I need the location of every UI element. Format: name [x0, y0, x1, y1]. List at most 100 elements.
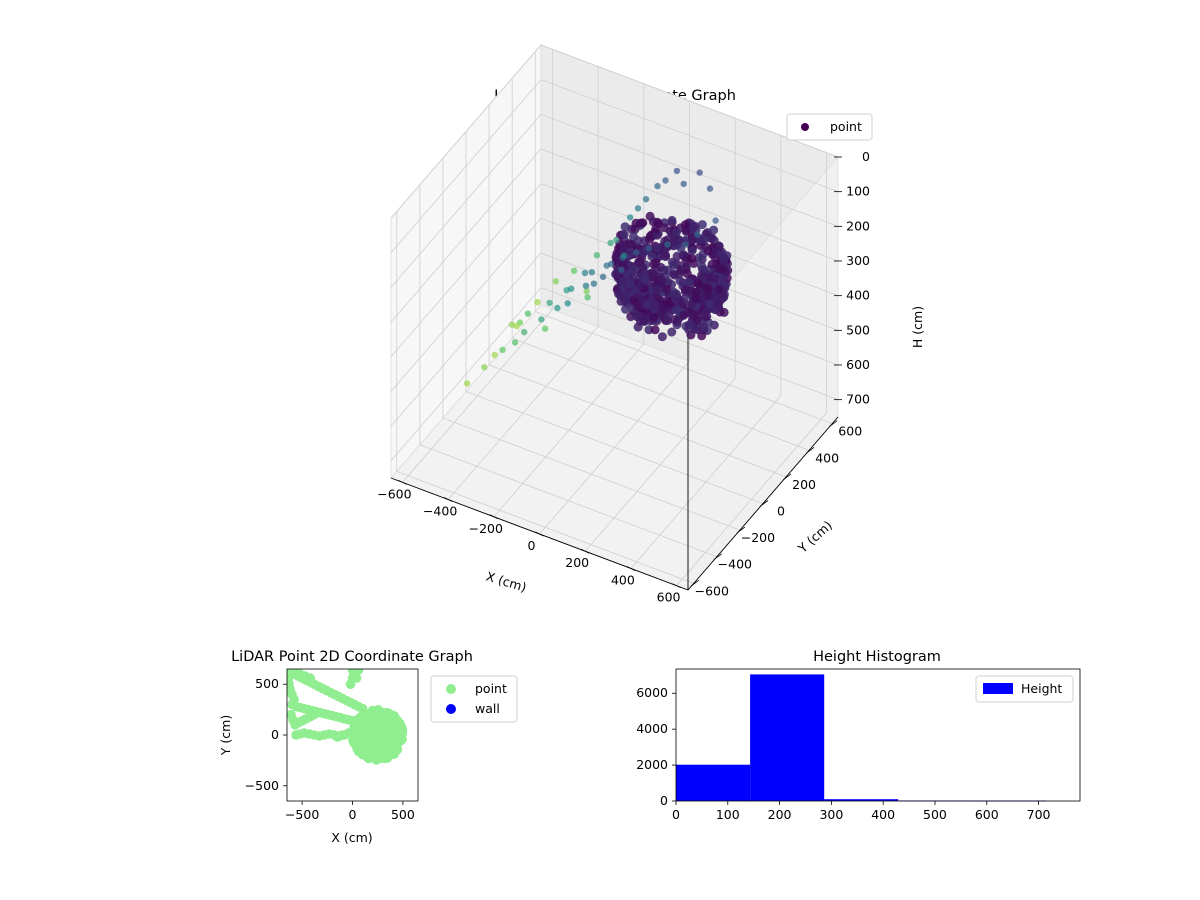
point-2d: [289, 694, 299, 705]
chart-2d: LiDAR Point 2D Coordinate Graph −500 0 500…: [218, 649, 518, 845]
axis-y-tick-label: 0: [777, 504, 785, 519]
point-3d: [662, 177, 669, 184]
histogram-xtick-label: 700: [1027, 807, 1051, 822]
point-3d: [613, 236, 620, 244]
chart-2d-ylabel: Y (cm): [218, 715, 233, 756]
grid-y-floor: [512, 337, 810, 451]
axis-y-tick: [828, 420, 838, 427]
point-3d: [670, 315, 680, 325]
point-2d: [374, 729, 385, 740]
point-3d: [616, 296, 626, 306]
point-2d: [390, 745, 401, 755]
point-3d: [689, 222, 698, 232]
point-3d: [719, 253, 728, 263]
chart-histogram-legend-box: [975, 675, 1074, 703]
chart-3d-legend: point: [786, 113, 873, 141]
point-3d: [588, 269, 595, 276]
chart-2d-xlabel: X (cm): [331, 830, 372, 845]
point-3d: [599, 273, 607, 280]
point-3d: [669, 260, 679, 270]
grid-y-floor: [535, 311, 833, 425]
point-3d: [664, 241, 671, 248]
point-3d: [661, 250, 670, 260]
point-2d: [368, 707, 379, 717]
point-2d: [391, 719, 402, 729]
chart-histogram-ticks: 0 100 200 300 400 500 600 700 0 2000 4000 6000: [636, 685, 1050, 822]
point-3d: [650, 325, 660, 335]
axis-y-tick-label: −600: [695, 583, 729, 598]
point-3d: [717, 264, 727, 274]
grid-z-left: [390, 148, 542, 323]
point-3d: [714, 241, 724, 251]
point-3d: [618, 266, 625, 273]
point-3d: [662, 284, 672, 294]
point-2d: [351, 673, 362, 683]
point-3d: [635, 257, 645, 266]
axis-x-tick: [489, 514, 498, 520]
point-3d: [703, 246, 713, 256]
point-3d: [682, 241, 689, 248]
point-2d: [309, 709, 320, 720]
axis-z-tick-label: 500: [846, 322, 870, 337]
axis-y-tick-label: −200: [741, 530, 775, 545]
point-3d: [675, 276, 685, 286]
point-3d: [568, 285, 575, 292]
point-3d: [570, 267, 578, 274]
axis-x-tick-label: 0: [528, 538, 536, 553]
chart-3d-zlabel: H (cm): [910, 306, 925, 348]
point-3d: [651, 224, 661, 234]
point-3d: [684, 277, 694, 287]
histogram-bar: [750, 674, 825, 801]
chart-histogram-legend-label: Height: [1021, 681, 1062, 696]
axis-x-tick-label: −400: [423, 504, 457, 519]
grid-y-floor: [488, 364, 787, 478]
point-3d: [691, 293, 701, 303]
grid-z-left: [390, 218, 542, 392]
axis-x-tick: [398, 479, 407, 485]
point-3d: [554, 304, 561, 312]
point-3d: [640, 274, 650, 284]
grid-z-left: [390, 79, 542, 253]
grid-y-floor: [442, 417, 741, 531]
grid-y-floor: [396, 470, 694, 584]
point-3d: [581, 269, 589, 277]
chart-histogram-legend-swatch: [983, 683, 1013, 694]
axis-x-tick-label: 200: [565, 555, 589, 570]
point-3d: [593, 252, 601, 259]
point-3d: [714, 285, 724, 294]
point-2d: [357, 703, 368, 714]
histogram-bar: [676, 764, 751, 801]
point-2d: [375, 753, 385, 764]
point-3d: [652, 243, 662, 253]
point-3d: [619, 241, 629, 251]
grid-z-left: [390, 287, 542, 461]
chart-2d-ticks: −500 0 500 −500 0 500: [245, 676, 415, 822]
axis-x-tick: [581, 548, 590, 554]
point-3d: [709, 225, 719, 235]
chart-2d-legend: point wall: [430, 675, 518, 723]
point-3d: [669, 237, 679, 247]
point-3d: [620, 252, 628, 259]
chart-3d-ylabel: Y (cm): [794, 518, 835, 557]
point-3d: [491, 351, 498, 359]
point-3d: [613, 289, 623, 299]
grid-z-left: [390, 44, 542, 219]
histogram-ytick-label: 2000: [636, 757, 668, 772]
axis-y-tick-label: 200: [792, 477, 816, 492]
chart-histogram-frame: [675, 668, 1081, 802]
point-3d: [538, 316, 545, 323]
point-3d: [707, 259, 717, 269]
point-3d: [649, 312, 659, 322]
chart-2d-legend-label-wall: wall: [475, 701, 500, 716]
point-3d: [696, 169, 703, 176]
axis-y-tick: [690, 580, 700, 587]
histogram-ytick-label: 0: [660, 793, 668, 808]
point-2d: [350, 736, 361, 747]
point-3d: [499, 346, 506, 353]
point-3d: [626, 214, 634, 221]
axis-x-tick-label: −600: [377, 486, 411, 501]
point-3d: [633, 322, 643, 332]
point-3d: [608, 260, 615, 268]
grid-z-back: [540, 113, 839, 227]
